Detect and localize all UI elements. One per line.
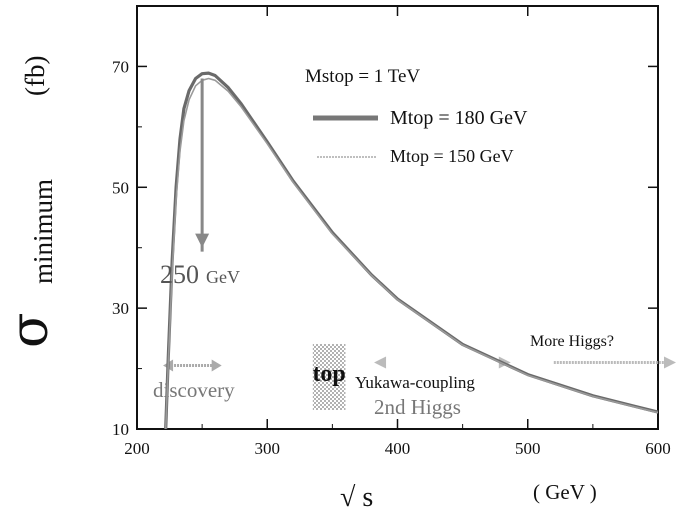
- y-axis-title: σ minimum (fb): [0, 56, 60, 348]
- top-label: top: [312, 361, 345, 387]
- top-region-box: [312, 344, 346, 410]
- y-axis-ticks: 10 30 50 70: [112, 57, 658, 439]
- more-higgs-arrow: [664, 356, 676, 369]
- threshold-arrow: 250 GeV: [160, 78, 240, 289]
- second-higgs-label: 2nd Higgs: [374, 395, 461, 419]
- discovery-arrow-right: [211, 359, 222, 372]
- legend-header: Mstop = 1 TeV: [305, 66, 420, 87]
- x-tick-label: 500: [515, 439, 541, 458]
- y-axis-symbol: σ: [0, 313, 60, 349]
- more-higgs-label: More Higgs?: [530, 333, 614, 350]
- y-tick-label: 70: [112, 57, 129, 76]
- yukawa-label: Yukawa-coupling: [355, 373, 475, 392]
- y-axis-subscript: minimum: [28, 179, 58, 284]
- y-tick-label: 50: [112, 178, 129, 197]
- legend-label-150: Mtop = 150 GeV: [390, 146, 514, 166]
- y-tick-label: 30: [112, 299, 129, 318]
- x-axis-label: √ s: [340, 482, 373, 511]
- series-lines: [164, 71, 659, 430]
- arrow-head: [195, 233, 210, 248]
- x-tick-label: 300: [255, 439, 281, 458]
- x-axis-unit: ( GeV ): [533, 480, 597, 504]
- arrow-label: 250: [160, 260, 199, 289]
- yukawa-arrow-left: [374, 356, 387, 369]
- x-tick-label: 200: [124, 439, 150, 458]
- legend-label-180: Mtop = 180 GeV: [390, 107, 528, 129]
- y-axis-unit: (fb): [20, 56, 50, 96]
- series-line-mtop-150: [164, 77, 659, 430]
- x-axis-title: √ s ( GeV ): [340, 480, 597, 511]
- y-tick-label: 10: [112, 420, 129, 439]
- legend: Mstop = 1 TeV Mtop = 180 GeV Mtop = 150 …: [305, 66, 528, 166]
- arrow-unit: GeV: [206, 267, 240, 287]
- x-tick-label: 400: [385, 439, 411, 458]
- x-axis-ticks: 200 300 400 500 600: [124, 6, 671, 458]
- x-tick-label: 600: [645, 439, 671, 458]
